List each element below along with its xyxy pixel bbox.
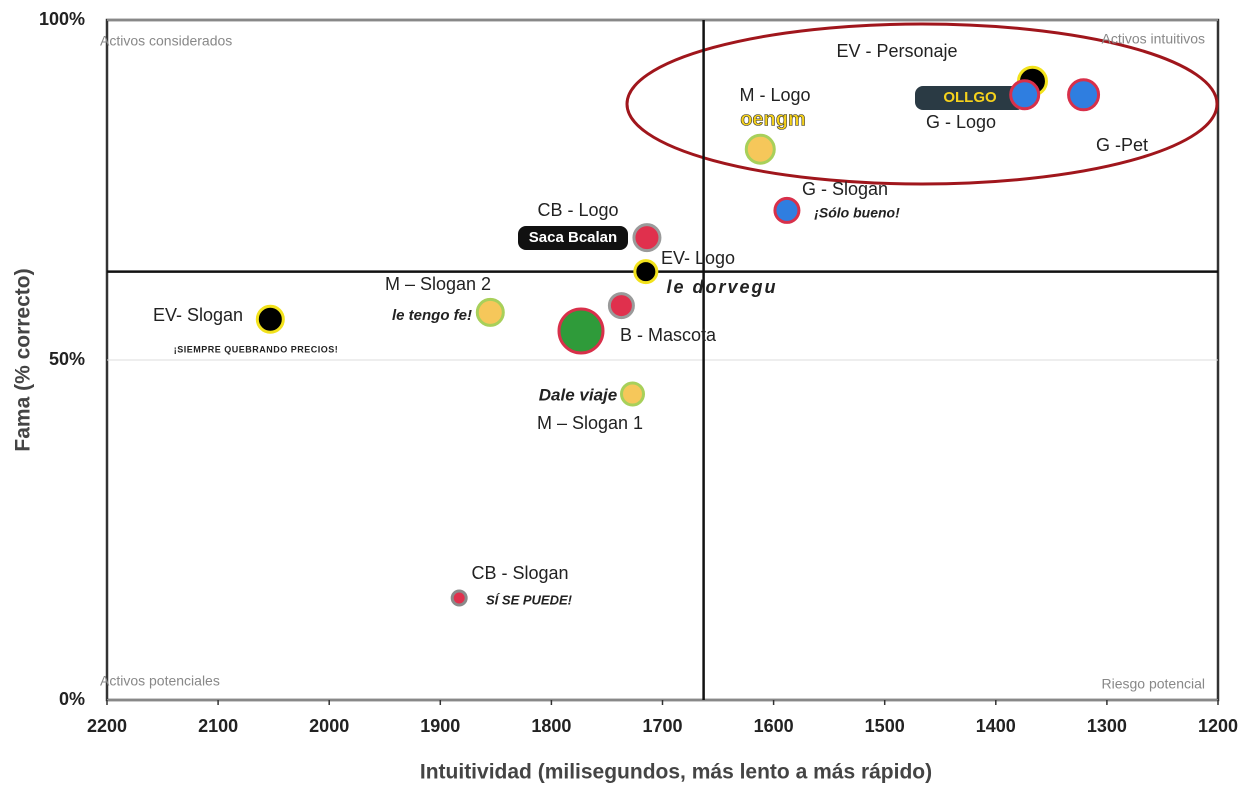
scatter-point bbox=[1011, 81, 1039, 109]
y-tick-label: 50% bbox=[49, 349, 85, 369]
x-axis-title: Intuitividad (milisegundos, más lento a … bbox=[420, 761, 932, 784]
point-label: G -Pet bbox=[1096, 135, 1148, 155]
x-tick-label: 1300 bbox=[1087, 716, 1127, 736]
scatter-point bbox=[775, 198, 799, 222]
point-label: EV- Slogan bbox=[153, 305, 243, 325]
x-tick-label: 2200 bbox=[87, 716, 127, 736]
scatter-point bbox=[746, 135, 774, 163]
scatter-point bbox=[452, 591, 466, 605]
x-tick-label: 1800 bbox=[531, 716, 571, 736]
x-tick-label: 2000 bbox=[309, 716, 349, 736]
quadrant-label: Activos potenciales bbox=[100, 673, 220, 689]
scatter-point bbox=[622, 383, 644, 405]
point-label: CB - Slogan bbox=[471, 563, 568, 583]
point-label: EV- Logo bbox=[661, 248, 735, 268]
brand-logo: SÍ SE PUEDE! bbox=[486, 592, 573, 607]
brand-logo: ¡SIEMPRE QUEBRANDO PRECIOS! bbox=[174, 344, 339, 354]
x-tick-label: 1900 bbox=[420, 716, 460, 736]
point-label: CB - Logo bbox=[537, 200, 618, 220]
brand-logo: OLLGO bbox=[943, 89, 997, 106]
brand-logo: ¡Sólo bueno! bbox=[814, 205, 900, 221]
brand-logo: le tengo fe! bbox=[392, 307, 472, 324]
quadrant-label: Activos considerados bbox=[100, 33, 232, 49]
point-label: EV - Personaje bbox=[836, 41, 957, 61]
quadrant-label: Riesgo potencial bbox=[1101, 676, 1205, 692]
scatter-point bbox=[635, 261, 657, 283]
y-tick-label: 100% bbox=[39, 9, 85, 29]
x-tick-label: 1700 bbox=[642, 716, 682, 736]
x-tick-label: 1400 bbox=[976, 716, 1016, 736]
point-label: G - Logo bbox=[926, 112, 996, 132]
scatter-point bbox=[257, 306, 283, 332]
scatter-point bbox=[477, 299, 503, 325]
quadrant-label: Activos intuitivos bbox=[1102, 31, 1205, 47]
point-label: M - Logo bbox=[739, 85, 810, 105]
point-label: M – Slogan 2 bbox=[385, 274, 491, 294]
brand-logo: oengm bbox=[740, 108, 806, 130]
mascot-icon bbox=[559, 309, 603, 353]
chart: Activos considerados Activos intuitivos … bbox=[0, 0, 1251, 791]
x-tick-label: 2100 bbox=[198, 716, 238, 736]
brand-logo: Saca Bcalan bbox=[529, 229, 617, 246]
x-tick-label: 1500 bbox=[865, 716, 905, 736]
brand-logo: Dale viaje bbox=[539, 385, 617, 404]
brand-logo: le dorvegu bbox=[666, 277, 777, 297]
point-label: B - Mascota bbox=[620, 325, 717, 345]
scatter-point bbox=[634, 225, 660, 251]
point-label: G - Slogan bbox=[802, 179, 888, 199]
x-tick-label: 1200 bbox=[1198, 716, 1238, 736]
y-axis-title: Fama (% correcto) bbox=[12, 268, 35, 451]
x-tick-label: 1600 bbox=[754, 716, 794, 736]
scatter-point bbox=[1069, 80, 1099, 110]
scatter-point bbox=[609, 294, 633, 318]
y-tick-label: 0% bbox=[59, 689, 85, 709]
point-label: M – Slogan 1 bbox=[537, 413, 643, 433]
